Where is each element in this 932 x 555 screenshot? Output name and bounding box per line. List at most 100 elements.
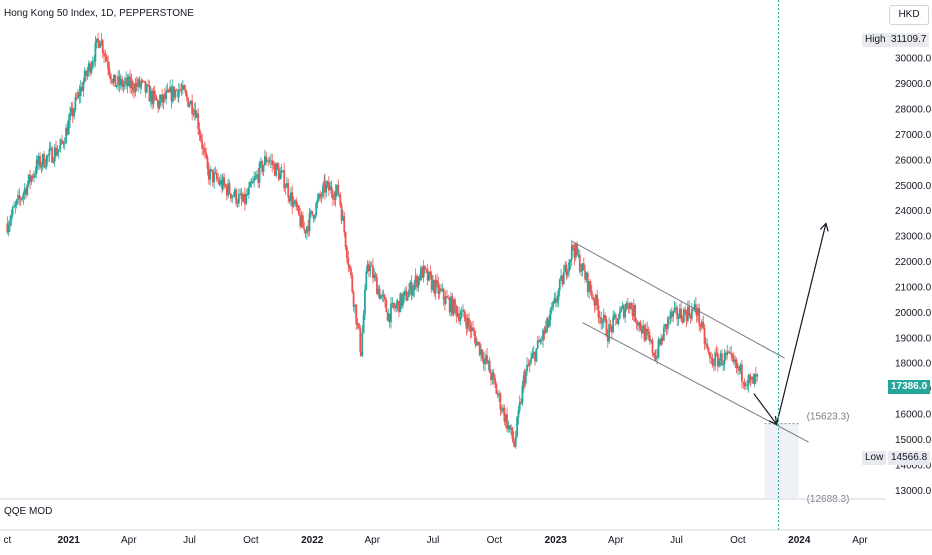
candle-body: [69, 112, 71, 121]
candle-body: [632, 305, 635, 317]
candle-body: [722, 363, 725, 366]
candle-body: [539, 340, 542, 343]
candle-body: [378, 288, 381, 299]
candle-body: [135, 83, 138, 87]
price-tick-label: 28000.0: [895, 104, 932, 115]
candle-body: [365, 271, 368, 290]
candle-body: [581, 263, 584, 271]
candle-body: [448, 298, 451, 313]
candle-body: [181, 85, 184, 90]
candle-body: [470, 327, 473, 332]
candle-body: [597, 305, 600, 318]
candle-body: [89, 63, 91, 73]
candle-body: [561, 275, 564, 285]
candle-body: [642, 325, 645, 334]
candle-body: [689, 314, 692, 319]
projection-arrow-path[interactable]: [753, 223, 827, 426]
candle-body: [103, 53, 105, 56]
candle-body: [336, 184, 338, 191]
candle-body: [281, 170, 284, 172]
candle-body: [753, 374, 756, 384]
candle-body: [112, 78, 115, 83]
candle-body: [104, 55, 107, 57]
channel-upper-line[interactable]: [571, 240, 785, 359]
candle-body: [616, 318, 619, 324]
candle-body: [413, 283, 416, 290]
candle-body: [452, 299, 455, 315]
candle-body: [665, 324, 668, 330]
candle-body: [403, 291, 406, 297]
candle-body: [676, 307, 679, 319]
candle-body: [673, 307, 676, 312]
candle-body: [418, 276, 421, 281]
candle-body: [474, 336, 477, 346]
candle-body: [61, 140, 63, 143]
candle-body: [63, 143, 66, 145]
candle-body: [10, 214, 13, 222]
candle-body: [538, 340, 540, 343]
candle-body: [588, 281, 591, 293]
candle-body: [682, 309, 685, 323]
candle-body: [37, 156, 40, 165]
candle-body: [295, 200, 298, 208]
candle-body: [720, 353, 723, 366]
candle-body: [342, 216, 344, 221]
candle-body: [319, 193, 322, 197]
candle-body: [584, 270, 587, 280]
candle-body: [495, 384, 498, 394]
candle-body: [296, 205, 299, 208]
candle-body: [43, 154, 45, 168]
candle-body: [348, 265, 351, 269]
candle-body: [658, 339, 661, 345]
candle-body: [628, 303, 631, 310]
candle-body: [437, 281, 440, 294]
candle-body: [666, 317, 669, 330]
candle-body: [247, 187, 250, 195]
candle-body: [600, 317, 603, 324]
candle-body: [404, 290, 406, 292]
candle-body: [163, 94, 166, 99]
candle-body: [692, 308, 695, 310]
candle-body: [22, 193, 25, 198]
candle-body: [81, 86, 83, 91]
candle-body: [503, 407, 506, 422]
indicator-label[interactable]: QQE MOD: [4, 506, 53, 517]
candle-body: [343, 216, 346, 233]
candle-body: [55, 147, 57, 156]
channel-lower-line[interactable]: [582, 322, 809, 443]
candle-body: [651, 340, 654, 353]
price-tick-label: 26000.0: [895, 155, 932, 166]
candle-body: [308, 212, 311, 232]
candle-body: [39, 156, 41, 168]
candle-body: [441, 288, 444, 291]
high-label: High: [862, 33, 889, 47]
candle-body: [478, 342, 481, 356]
candle-body: [276, 163, 279, 169]
candle-body: [573, 248, 576, 258]
candle-body: [218, 180, 221, 185]
candle-body: [187, 97, 190, 107]
candle-body: [696, 308, 699, 316]
candle-body: [626, 302, 629, 308]
candle-body: [528, 362, 531, 366]
candle-body: [517, 410, 520, 418]
candle-body: [346, 247, 348, 259]
candle-body: [7, 225, 10, 233]
candle-body: [100, 40, 103, 45]
candle-body: [530, 358, 532, 363]
candle-body: [643, 325, 646, 341]
price-tick-label: 25000.0: [895, 181, 932, 192]
candle-body: [83, 70, 86, 83]
candle-body: [297, 205, 300, 215]
candle-body: [396, 300, 399, 305]
candle-body: [354, 304, 356, 307]
time-tick-label: 2023: [545, 535, 568, 546]
candle-body: [265, 160, 268, 163]
currency-button[interactable]: HKD: [889, 5, 929, 25]
candle-body: [652, 352, 655, 356]
candle-body: [469, 324, 472, 332]
candle-body: [17, 195, 19, 200]
candle-body: [492, 372, 495, 378]
